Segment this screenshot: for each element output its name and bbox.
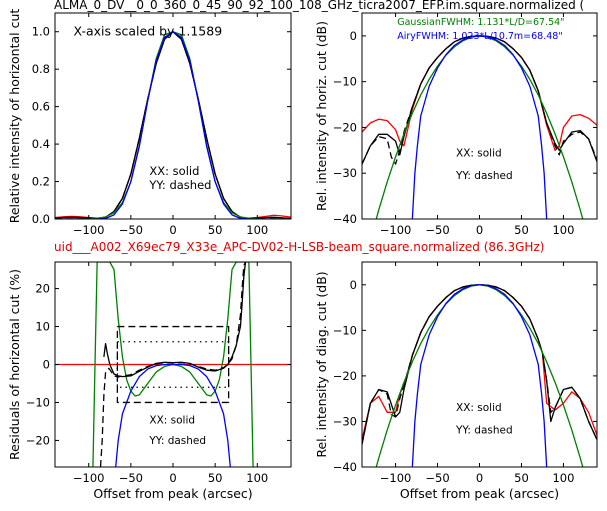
x-tick-label: 100 — [552, 223, 574, 237]
chart-annotation: YY: dashed — [455, 170, 513, 182]
series-line-5 — [116, 325, 230, 404]
x-tick-label: 0 — [169, 223, 176, 237]
chart-annotation: YY: dashed — [148, 178, 211, 192]
y-tick-label: −40 — [333, 212, 357, 226]
y-tick-label: −10 — [333, 75, 357, 89]
legend-entry: GaussianFWHM: 1.131*L/D=67.54" — [397, 17, 564, 28]
chart-annotation: X-axis scaled by 1.1589 — [74, 23, 223, 38]
chart-annotation: YY: dashed — [455, 425, 513, 437]
y-tick-label: −20 — [333, 369, 357, 383]
x-tick-label: −50 — [119, 471, 143, 485]
x-tick-label: 0 — [476, 223, 483, 237]
x-tick-label: −100 — [73, 223, 105, 237]
x-tick-label: 100 — [552, 471, 574, 485]
x-tick-label: 50 — [208, 471, 223, 485]
y-tick-label: 10 — [35, 320, 50, 334]
x-tick-label: −100 — [380, 223, 412, 237]
series-line-2 — [115, 363, 231, 467]
y-tick-label: −20 — [26, 433, 50, 447]
series-line-0 — [362, 284, 597, 440]
y-tick-label: 0 — [43, 358, 50, 372]
chart-annotation: XX: solid — [149, 164, 199, 178]
chart-annotation: XX: solid — [456, 402, 502, 414]
series-group — [55, 262, 291, 467]
x-axis-label: Offset from peak (arcsec) — [93, 486, 252, 501]
x-tick-label: 50 — [514, 223, 529, 237]
series-line-1 — [362, 284, 597, 445]
x-tick-label: −50 — [119, 223, 143, 237]
x-tick-label: 100 — [246, 223, 268, 237]
chart-annotation: XX: solid — [149, 414, 195, 426]
y-tick-label: 0.8 — [32, 62, 50, 76]
x-tick-label: 0 — [476, 471, 483, 485]
y-tick-label: −40 — [333, 460, 357, 474]
series-line-0 — [362, 35, 597, 151]
y-axis-label: Residuals of horizontal cut (%) — [7, 269, 22, 460]
y-tick-label: 0.4 — [32, 137, 50, 151]
y-tick-label: 1.0 — [32, 25, 50, 39]
y-tick-label: −20 — [333, 120, 357, 134]
series-line-2 — [362, 35, 597, 165]
series-line-4 — [411, 35, 548, 219]
axes-frame — [361, 12, 598, 220]
chart-annotation: XX: solid — [456, 147, 502, 159]
y-tick-label: 0 — [350, 278, 357, 292]
y-tick-label: 0 — [350, 29, 357, 43]
y-tick-label: 20 — [35, 282, 50, 296]
y-tick-label: 0.2 — [32, 175, 50, 189]
y-axis-label: Rel. intensity of diag. cut (dB) — [314, 271, 329, 457]
chart-top-left: −100 −50 0 50 100 0.0 0.2 0.4 0.6 0.8 1.0 Relative … — [7, 9, 292, 237]
series-line-4 — [55, 31, 291, 219]
x-tick-label: 0 — [169, 471, 176, 485]
x-tick-label: −50 — [425, 223, 449, 237]
y-tick-label: −10 — [26, 395, 50, 409]
figure-title-top: ALMA_0_DV__0_0_360_0_45_90_92_100_108_GH… — [54, 0, 584, 12]
x-tick-label: 50 — [208, 223, 223, 237]
y-axis-label: Relative intensity of horizontal cut — [7, 9, 22, 224]
y-tick-label: −30 — [333, 414, 357, 428]
legend-entry: AiryFWHM: 1.023*L/10.7m=68.48" — [397, 31, 562, 42]
x-tick-label: −100 — [73, 471, 105, 485]
y-tick-label: −10 — [333, 323, 357, 337]
y-tick-label: −30 — [333, 166, 357, 180]
x-tick-label: −50 — [425, 471, 449, 485]
series-line-4 — [99, 262, 247, 467]
x-tick-label: 100 — [246, 471, 268, 485]
x-tick-label: −100 — [380, 471, 412, 485]
series-group — [362, 284, 597, 467]
x-tick-label: 50 — [514, 471, 529, 485]
figure-title-mid: uid___A002_X69ec79_X33e_APC-DV02-H-LSB-b… — [54, 240, 544, 254]
series-group — [362, 35, 597, 219]
y-tick-label: 0.0 — [32, 212, 50, 226]
x-axis-label: Offset from peak (arcsec) — [400, 486, 559, 501]
series-line-4 — [411, 284, 548, 467]
chart-annotation: YY: dashed — [148, 435, 206, 447]
series-line-3 — [103, 262, 247, 378]
series-line-2 — [362, 284, 597, 445]
y-tick-label: 0.6 — [32, 100, 50, 114]
y-axis-label: Rel. intensity of horiz. cut (dB) — [314, 21, 329, 211]
